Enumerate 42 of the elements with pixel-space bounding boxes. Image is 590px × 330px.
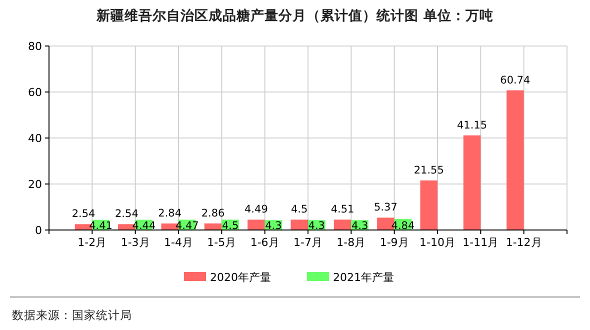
bar — [290, 220, 308, 230]
data-label: 4.49 — [244, 204, 268, 216]
bar — [463, 135, 481, 230]
x-tick-label: 1-12月 — [506, 236, 542, 249]
y-tick-label: 60 — [28, 86, 42, 99]
y-tick-label: 40 — [28, 132, 42, 145]
x-tick-label: 1-5月 — [207, 236, 236, 249]
x-tick-label: 1-4月 — [164, 236, 193, 249]
chart-title: 新疆维吾尔自治区成品糖产量分月（累计值）统计图 单位：万吨 — [96, 7, 494, 24]
legend-label: 2021年产量 — [333, 271, 394, 284]
y-tick-label: 0 — [35, 224, 42, 237]
x-tick-label: 1-2月 — [78, 236, 107, 249]
data-label: 4.3 — [265, 220, 282, 232]
data-label: 2.86 — [201, 207, 226, 220]
data-label: 2.54 — [115, 208, 139, 220]
data-label: 4.3 — [308, 220, 325, 232]
legend-label: 2020年产量 — [210, 271, 271, 284]
data-label: 60.74 — [500, 74, 531, 86]
bar — [204, 223, 222, 230]
x-tick-label: 1-6月 — [250, 236, 280, 249]
data-label: 4.5 — [291, 204, 308, 216]
bar — [334, 220, 352, 230]
data-label: 4.51 — [330, 204, 354, 216]
x-tick-label: 1-10月 — [420, 236, 456, 249]
x-tick-label: 1-11月 — [462, 236, 499, 249]
x-tick-label: 1-9月 — [380, 236, 409, 249]
x-tick-label: 1-8月 — [336, 236, 366, 249]
data-label: 21.55 — [414, 164, 444, 176]
data-label: 5.37 — [374, 202, 398, 214]
bar — [248, 220, 265, 230]
x-tick-label: 1-3月 — [120, 236, 150, 249]
source-note: 数据来源：国家统计局 — [12, 308, 132, 322]
y-tick-label: 80 — [28, 40, 42, 53]
data-label: 4.5 — [222, 220, 239, 232]
y-tick-label: 20 — [28, 178, 42, 191]
data-label: 4.3 — [351, 220, 368, 232]
data-label: 41.15 — [457, 119, 488, 132]
bar — [506, 90, 524, 230]
data-label: 2.84 — [158, 207, 182, 220]
x-tick-label: 1-7月 — [294, 236, 322, 249]
bar — [420, 180, 438, 230]
data-label: 2.54 — [72, 208, 96, 220]
